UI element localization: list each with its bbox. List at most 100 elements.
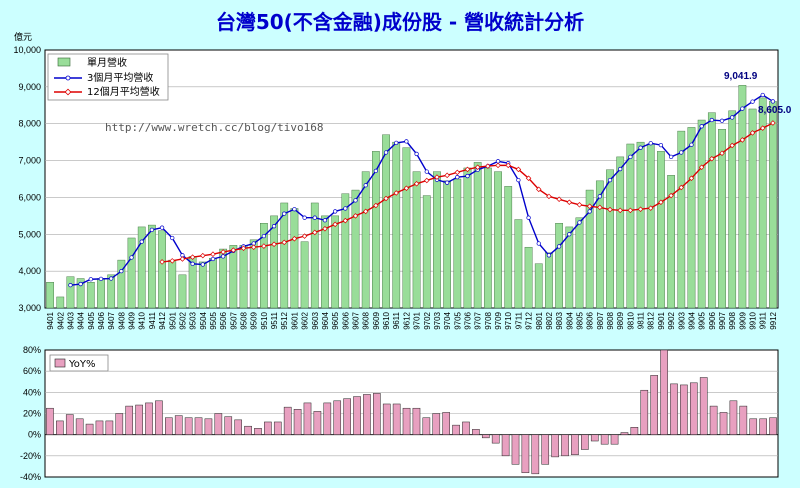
- point-3m-9609: [373, 168, 379, 174]
- bar-monthly-9807: [595, 180, 604, 309]
- point-3m-9412: [159, 225, 165, 230]
- bar-yoy: [749, 418, 758, 435]
- x-tick-label: 9407: [107, 311, 116, 329]
- x-tick-label: 9612: [402, 311, 411, 329]
- bar-monthly-9404: [76, 278, 85, 309]
- bar-yoy: [442, 412, 450, 435]
- bar-yoy: [333, 400, 342, 435]
- point-12m-9601: [291, 235, 298, 242]
- bar-monthly-9405: [86, 282, 95, 309]
- point-3m-9709: [495, 159, 501, 164]
- point-12m-9802: [546, 193, 552, 200]
- bar-monthly-9603: [310, 202, 319, 309]
- x-tick-label: 9703: [433, 311, 442, 329]
- point-3m-9705: [455, 175, 460, 180]
- bar-monthly-9901: [657, 151, 665, 309]
- point-3m-9909: [740, 106, 745, 111]
- point-3m-9405: [88, 277, 93, 282]
- point-3m-9706: [465, 173, 470, 179]
- bar-monthly-9708: [483, 167, 492, 309]
- point-3m-9702: [424, 169, 429, 174]
- top-y-tick-label: 6,000: [18, 192, 41, 202]
- point-12m-9908: [729, 142, 735, 149]
- bar-monthly-9801: [534, 263, 543, 309]
- point-12m-9910: [749, 130, 756, 136]
- top-legend: 單月營收 3個月平均營收 12個月平均營收: [47, 53, 169, 101]
- point-12m-9705: [454, 169, 461, 176]
- point-12m-9512: [281, 239, 288, 246]
- legend-swatch-bar: [57, 57, 71, 67]
- point-3m-9503: [190, 261, 195, 266]
- point-3m-9411: [149, 227, 155, 233]
- x-tick-label: 9609: [372, 311, 381, 329]
- point-3m-9912: [770, 99, 776, 104]
- point-12m-9812: [647, 205, 654, 211]
- bar-monthly-9911: [758, 97, 767, 309]
- x-tick-label: 9412: [158, 311, 167, 329]
- bar-yoy: [224, 416, 233, 435]
- bar-monthly-9502: [178, 274, 187, 309]
- point-3m-9704: [444, 180, 450, 185]
- point-12m-9712: [525, 175, 532, 182]
- point-12m-9706: [464, 166, 471, 173]
- bar-monthly-9605: [331, 215, 340, 309]
- point-12m-9904: [688, 175, 695, 182]
- x-tick-label: 9906: [708, 311, 717, 329]
- bar-yoy: [729, 400, 738, 435]
- bar-monthly-9511: [270, 215, 278, 309]
- point-3m-9902: [668, 154, 674, 160]
- point-3m-9512: [282, 211, 287, 216]
- x-tick-label: 9410: [138, 311, 147, 329]
- bar-monthly-9905: [697, 119, 706, 309]
- bar-yoy: [422, 417, 431, 435]
- bar-yoy: [204, 418, 213, 435]
- x-tick-label: 9409: [128, 311, 137, 329]
- point-3m-9901: [658, 142, 664, 148]
- bar-monthly-9909: [738, 85, 747, 309]
- bar-yoy: [392, 403, 401, 435]
- point-3m-9612: [404, 139, 409, 144]
- point-12m-9902: [668, 192, 674, 199]
- point-3m-9611: [394, 140, 399, 146]
- x-tick-label: 9608: [362, 311, 371, 329]
- point-12m-9606: [342, 217, 349, 224]
- point-12m-9809: [617, 207, 623, 214]
- point-12m-9602: [301, 233, 308, 239]
- x-tick-label: 9711: [514, 311, 523, 329]
- x-tick-label: 9406: [97, 311, 106, 329]
- point-3m-9812: [648, 141, 653, 146]
- bar-monthly-9401: [46, 282, 54, 309]
- bar-monthly-9508: [239, 245, 248, 309]
- bar-monthly-9808: [606, 169, 614, 309]
- bar-monthly-9505: [209, 258, 217, 309]
- point-12m-9708: [485, 163, 491, 169]
- bar-monthly-9907: [718, 129, 726, 309]
- x-tick-label: 9606: [341, 311, 350, 329]
- point-3m-9608: [363, 183, 368, 188]
- bar-monthly-9902: [667, 175, 675, 309]
- x-tick-label: 9707: [474, 311, 483, 329]
- bar-monthly-9507: [229, 245, 238, 309]
- x-tick-label: 9411: [148, 311, 157, 329]
- point-3m-9911: [760, 92, 765, 98]
- bar-yoy: [184, 417, 193, 435]
- top-y-tick-label: 5,000: [18, 229, 41, 239]
- annotation-last: 8,605.0: [758, 105, 792, 116]
- x-tick-label: 9501: [168, 311, 177, 329]
- bar-monthly-9910: [748, 108, 757, 309]
- bottom-y-tick-label: 60%: [23, 366, 41, 376]
- bar-yoy: [501, 434, 510, 457]
- bar-yoy: [273, 421, 282, 435]
- x-tick-label: 9904: [687, 311, 696, 329]
- point-12m-9503: [189, 254, 196, 260]
- bar-monthly-9407: [107, 274, 116, 309]
- bar-monthly-9702: [422, 195, 431, 309]
- point-3m-9505: [210, 256, 216, 262]
- bar-yoy: [551, 434, 559, 458]
- bar-yoy: [759, 418, 767, 435]
- bar-monthly-9710: [504, 186, 513, 309]
- bar-yoy: [689, 382, 698, 435]
- point-12m-9603: [312, 229, 318, 236]
- point-12m-9604: [322, 225, 328, 232]
- bar-monthly-9803: [555, 223, 563, 309]
